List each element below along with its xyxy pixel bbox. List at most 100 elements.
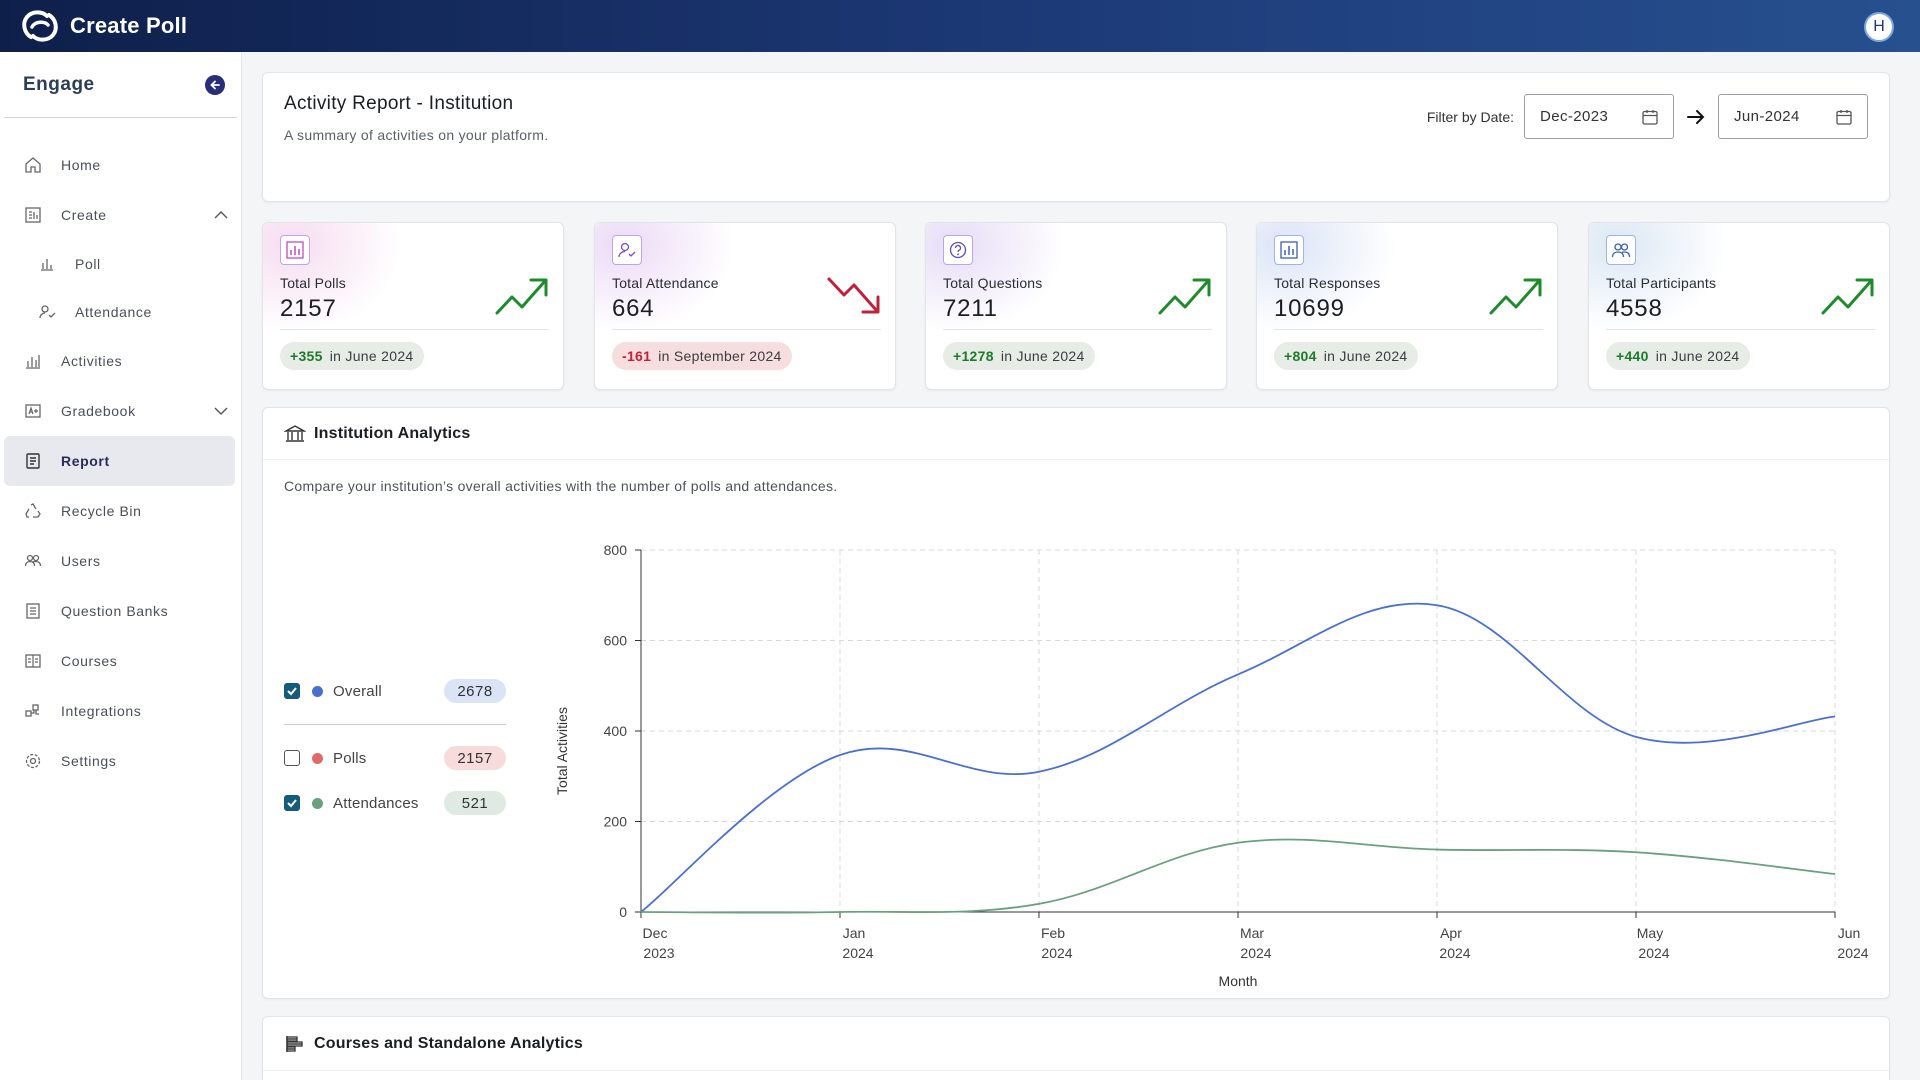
sidebar-item-label: Gradebook xyxy=(61,403,136,419)
stat-period: in September 2024 xyxy=(658,348,782,364)
x-tick-label: 2024 xyxy=(1041,945,1072,961)
sidebar-item-attendance[interactable]: Attendance xyxy=(4,288,235,336)
sidebar-item-label: Create xyxy=(61,207,107,223)
x-tick-label: Apr xyxy=(1440,925,1462,941)
sidebar-item-label: Users xyxy=(61,553,101,569)
analytics-description: Compare your institution’s overall activ… xyxy=(284,478,838,494)
stat-value: 10699 xyxy=(1274,295,1345,322)
sidebar-item-report[interactable]: Report xyxy=(4,436,235,486)
overall-checkbox[interactable] xyxy=(284,683,300,699)
date-to-picker[interactable]: Jun-2024 xyxy=(1718,94,1868,139)
legend-item-polls[interactable]: Polls 2157 xyxy=(284,743,506,773)
y-tick-label: 800 xyxy=(604,542,628,558)
overall-count-badge: 2678 xyxy=(444,679,506,703)
attendances-color-dot xyxy=(312,797,323,809)
sidebar-item-integrations[interactable]: Integrations xyxy=(4,686,235,736)
arrow-left-icon xyxy=(210,80,220,89)
sidebar-item-label: Settings xyxy=(61,753,117,769)
stat-change-badge: +355 in June 2024 xyxy=(280,342,424,370)
trend-down-icon xyxy=(827,277,880,314)
attendance-icon xyxy=(39,305,56,319)
polls-count-badge: 2157 xyxy=(444,746,506,770)
sidebar-item-users[interactable]: Users xyxy=(4,536,235,586)
date-from-picker[interactable]: Dec-2023 xyxy=(1524,94,1674,139)
stat-card-total-participants[interactable]: Total Participants 4558 +440 in June 2024 xyxy=(1588,222,1890,390)
series-line-attendances xyxy=(640,838,1836,914)
attendance-user-icon xyxy=(612,235,642,265)
attendances-checkbox[interactable] xyxy=(284,795,300,811)
check-icon xyxy=(287,687,297,696)
stat-label: Total Questions xyxy=(943,275,1043,291)
y-axis-label: Total Activities xyxy=(554,707,570,795)
trend-up-icon xyxy=(1489,278,1542,315)
courses-title: Courses and Standalone Analytics xyxy=(314,1034,583,1052)
sidebar-item-label: Poll xyxy=(75,256,101,272)
home-icon xyxy=(25,157,41,173)
stat-card-total-attendance[interactable]: Total Attendance 664 -161 in September 20… xyxy=(594,222,896,390)
responses-chart-icon xyxy=(1274,235,1304,265)
legend-label: Polls xyxy=(333,749,367,767)
arrow-right-icon xyxy=(1687,109,1705,124)
app-logo[interactable]: Create Poll xyxy=(20,8,187,44)
stat-card-total-polls[interactable]: Total Polls 2157 +355 in June 2024 xyxy=(262,222,564,390)
x-tick-label: Dec xyxy=(643,925,668,941)
stat-card-total-responses[interactable]: Total Responses 10699 +804 in June 2024 xyxy=(1256,222,1558,390)
sidebar-item-gradebook[interactable]: Gradebook xyxy=(4,386,235,436)
x-tick-label: 2024 xyxy=(1638,945,1669,961)
sidebar-item-poll[interactable]: Poll xyxy=(4,240,235,288)
top-bar: Create Poll H xyxy=(0,0,1920,52)
legend-item-attendances[interactable]: Attendances 521 xyxy=(284,788,506,818)
x-tick-label: 2024 xyxy=(1837,945,1868,961)
trend-up-icon xyxy=(495,278,548,315)
report-header: Activity Report - Institution A summary … xyxy=(262,72,1890,202)
x-tick-label: Jan xyxy=(843,925,866,941)
sidebar-item-label: Courses xyxy=(61,653,118,669)
question-icon xyxy=(943,235,973,265)
x-tick-label: 2024 xyxy=(1240,945,1271,961)
chevron-down-icon xyxy=(214,407,228,415)
stat-label: Total Attendance xyxy=(612,275,719,291)
collapse-sidebar-button[interactable] xyxy=(205,74,225,95)
y-tick-label: 400 xyxy=(604,723,628,739)
sidebar-item-create[interactable]: Create xyxy=(4,190,235,240)
bar-list-icon xyxy=(286,1035,303,1052)
stat-label: Total Responses xyxy=(1274,275,1381,291)
institution-icon xyxy=(284,424,306,442)
sidebar-item-question-banks[interactable]: Question Banks xyxy=(4,586,235,636)
stat-delta: +804 xyxy=(1284,348,1317,364)
legend-item-overall[interactable]: Overall 2678 xyxy=(284,676,506,706)
sidebar-item-recycle-bin[interactable]: Recycle Bin xyxy=(4,486,235,536)
stat-value: 664 xyxy=(612,295,655,322)
sidebar-item-label: Home xyxy=(61,157,101,173)
user-avatar[interactable]: H xyxy=(1864,12,1894,42)
sidebar-item-label: Recycle Bin xyxy=(61,503,142,519)
stat-value: 7211 xyxy=(943,295,998,322)
trend-up-icon xyxy=(1158,278,1211,315)
y-tick-label: 600 xyxy=(604,633,628,649)
courses-icon xyxy=(25,654,41,668)
stat-delta: +1278 xyxy=(953,348,994,364)
polls-checkbox[interactable] xyxy=(284,750,300,766)
page-title: Activity Report - Institution xyxy=(284,93,514,114)
attendances-count-badge: 521 xyxy=(444,791,506,815)
recycle-icon xyxy=(25,503,41,518)
stat-change-badge: +440 in June 2024 xyxy=(1606,342,1750,370)
stat-value: 4558 xyxy=(1606,295,1663,322)
sidebar-item-settings[interactable]: Settings xyxy=(4,736,235,786)
courses-header: Courses and Standalone Analytics xyxy=(263,1017,1889,1071)
sidebar-item-courses[interactable]: Courses xyxy=(4,636,235,686)
calendar-icon xyxy=(1836,109,1852,125)
stat-card-total-questions[interactable]: Total Questions 7211 +1278 in June 2024 xyxy=(925,222,1227,390)
gradebook-icon xyxy=(25,404,41,418)
stat-period: in June 2024 xyxy=(1000,348,1085,364)
check-icon xyxy=(287,799,297,808)
activities-icon xyxy=(26,355,40,369)
analytics-header: Institution Analytics xyxy=(263,408,1889,460)
sidebar-item-activities[interactable]: Activities xyxy=(4,336,235,386)
courses-analytics-panel: Courses and Standalone Analytics xyxy=(262,1016,1890,1080)
sidebar-title: Engage xyxy=(23,73,95,95)
page-subtitle: A summary of activities on your platform… xyxy=(284,127,549,143)
sidebar-item-home[interactable]: Home xyxy=(4,140,235,190)
legend-label: Attendances xyxy=(333,794,419,812)
legend-label: Overall xyxy=(333,682,382,700)
